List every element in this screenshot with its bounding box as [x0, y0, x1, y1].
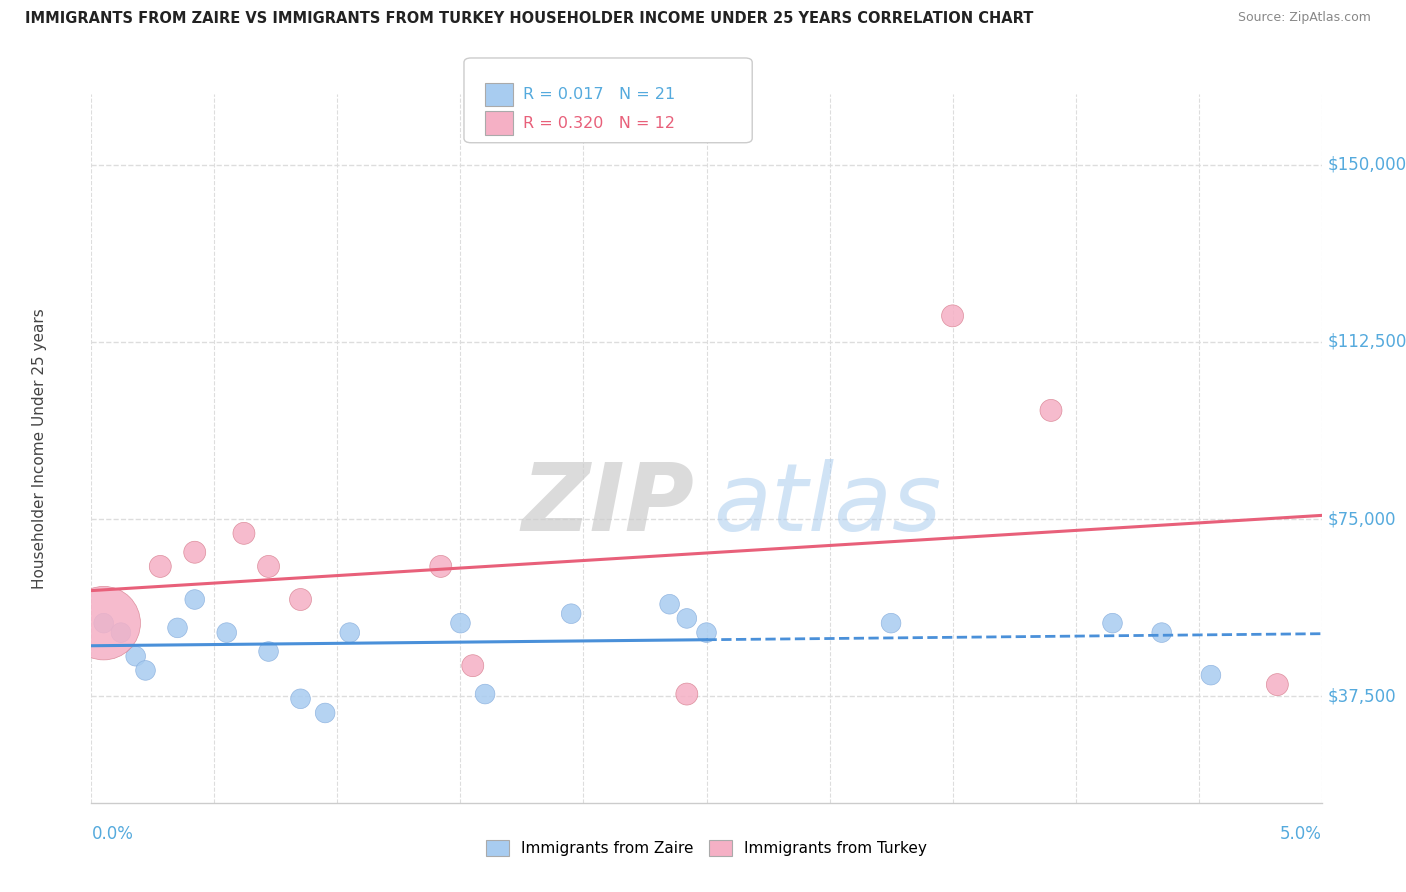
- Point: [461, 658, 484, 673]
- Text: IMMIGRANTS FROM ZAIRE VS IMMIGRANTS FROM TURKEY HOUSEHOLDER INCOME UNDER 25 YEAR: IMMIGRANTS FROM ZAIRE VS IMMIGRANTS FROM…: [25, 11, 1033, 26]
- Point: [474, 687, 496, 701]
- Text: R = 0.017   N = 21: R = 0.017 N = 21: [523, 87, 675, 102]
- Point: [1265, 678, 1288, 692]
- Text: 5.0%: 5.0%: [1279, 825, 1322, 844]
- Point: [290, 691, 312, 706]
- Point: [183, 592, 207, 607]
- Text: ZIP: ZIP: [522, 459, 695, 551]
- Point: [93, 616, 115, 631]
- Point: [110, 625, 132, 640]
- Text: atlas: atlas: [713, 459, 941, 550]
- Text: Source: ZipAtlas.com: Source: ZipAtlas.com: [1237, 11, 1371, 24]
- Point: [1039, 403, 1063, 417]
- Point: [314, 706, 336, 720]
- Point: [675, 687, 697, 701]
- Text: Householder Income Under 25 years: Householder Income Under 25 years: [32, 308, 48, 589]
- Point: [215, 625, 238, 640]
- Point: [429, 559, 451, 574]
- Point: [941, 309, 963, 323]
- Legend: Immigrants from Zaire, Immigrants from Turkey: Immigrants from Zaire, Immigrants from T…: [479, 834, 934, 863]
- Point: [1150, 625, 1173, 640]
- Point: [695, 625, 717, 640]
- Text: R = 0.320   N = 12: R = 0.320 N = 12: [523, 116, 675, 130]
- Text: $112,500: $112,500: [1327, 333, 1406, 351]
- Point: [135, 664, 156, 678]
- Point: [339, 625, 361, 640]
- Text: 0.0%: 0.0%: [91, 825, 134, 844]
- Point: [658, 597, 681, 611]
- Point: [290, 592, 312, 607]
- Point: [1101, 616, 1123, 631]
- Point: [166, 621, 188, 635]
- Point: [449, 616, 471, 631]
- Point: [1199, 668, 1222, 682]
- Point: [124, 649, 146, 664]
- Text: $150,000: $150,000: [1327, 155, 1406, 174]
- Point: [183, 545, 207, 559]
- Point: [257, 559, 280, 574]
- Point: [232, 526, 256, 541]
- Point: [149, 559, 172, 574]
- Text: $37,500: $37,500: [1327, 688, 1396, 706]
- Point: [880, 616, 903, 631]
- Point: [560, 607, 582, 621]
- Text: $75,000: $75,000: [1327, 510, 1396, 528]
- Point: [93, 616, 115, 631]
- Point: [257, 644, 280, 658]
- Point: [675, 611, 697, 625]
